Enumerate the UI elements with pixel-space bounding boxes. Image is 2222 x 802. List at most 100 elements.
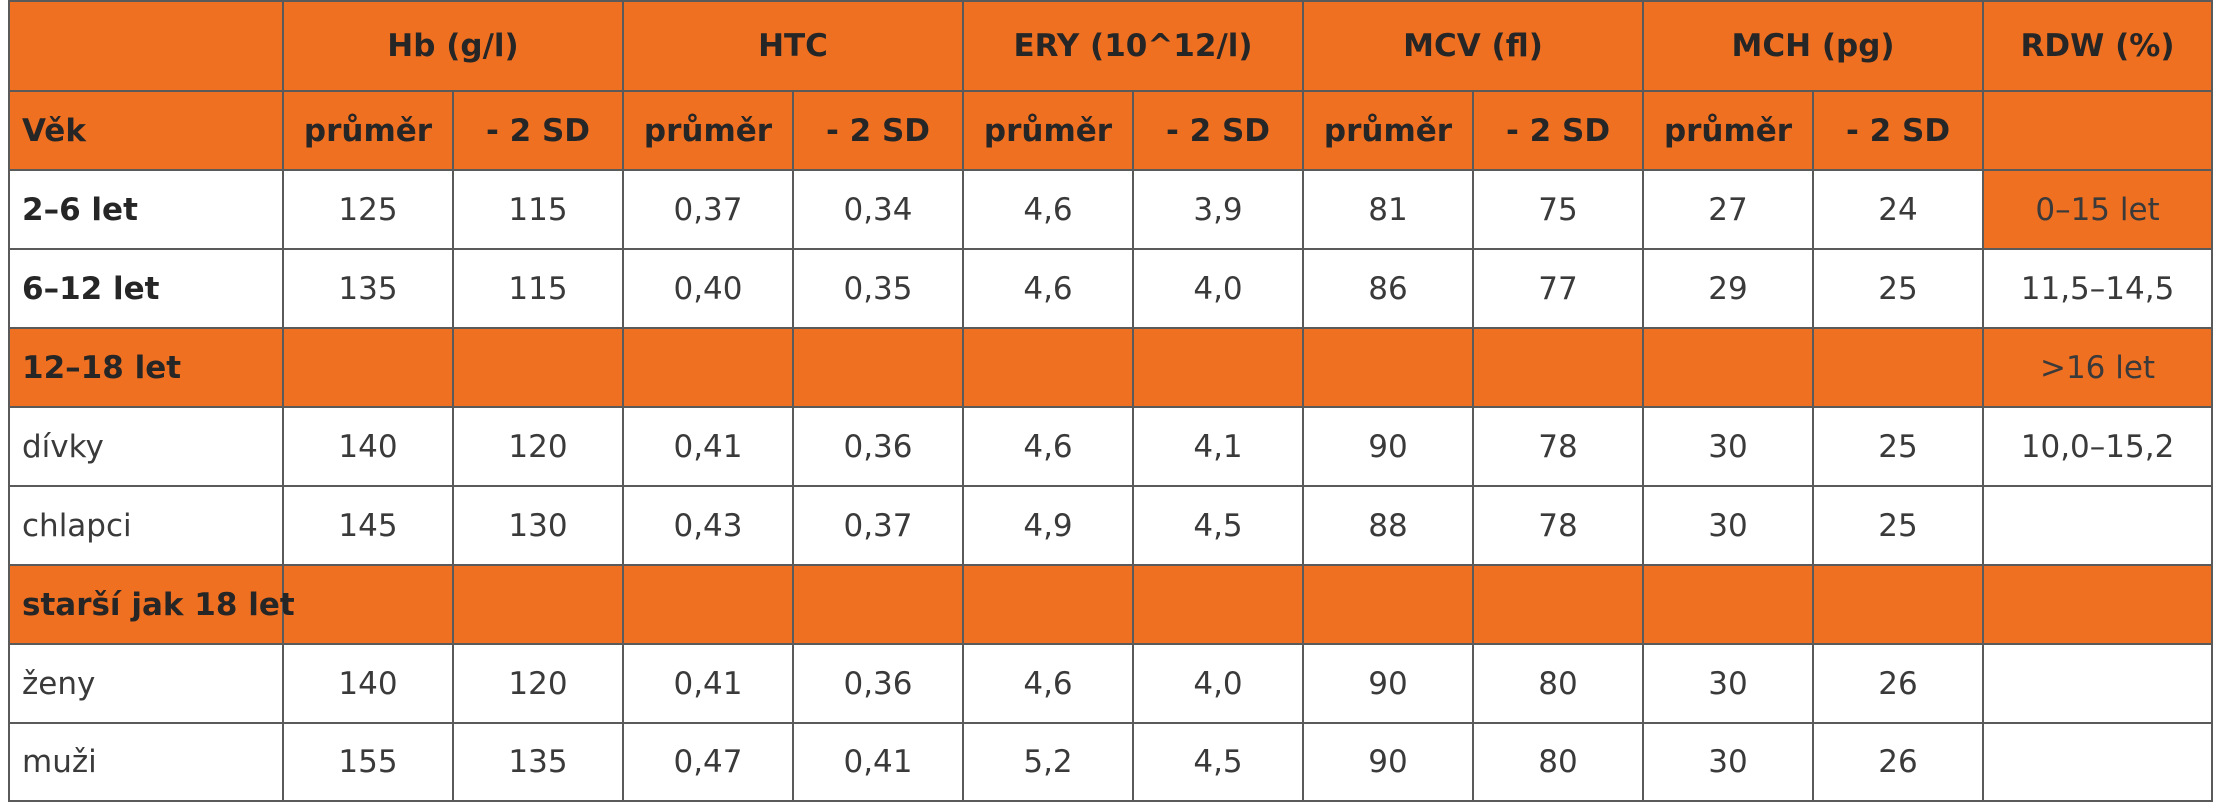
cell-value: 4,0 — [1131, 248, 1305, 329]
cell-value: 120 — [452, 643, 624, 724]
cell-value: 3,9 — [1131, 169, 1305, 250]
cell-value: 4,6 — [962, 248, 1134, 329]
cell-value: 0,37 — [622, 169, 794, 250]
cell-value: 86 — [1302, 248, 1475, 329]
section-empty-cell — [1472, 564, 1645, 645]
row-label: ženy — [8, 643, 284, 724]
cell-value: 30 — [1642, 643, 1815, 724]
reference-table-container: Hb (g/l) HTC ERY (10^12/l) MCV (fl) MCH … — [8, 0, 2214, 802]
section-label: starší jak 18 let — [8, 564, 295, 645]
header-rdw: RDW (%) — [1982, 0, 2214, 92]
rdw-cell: 0–15 let — [1982, 169, 2214, 250]
cell-value: 145 — [282, 485, 454, 566]
cell-value: 4,0 — [1131, 643, 1305, 724]
cell-value: 78 — [1472, 485, 1645, 566]
cell-value: 0,35 — [792, 248, 964, 329]
header-hb: Hb (g/l) — [282, 0, 624, 92]
section-empty-cell — [452, 564, 624, 645]
cell-value: 115 — [452, 169, 624, 250]
header-sub-mean: průměr — [1642, 90, 1815, 171]
header-sub-empty — [1982, 90, 2214, 171]
cell-value: 135 — [282, 248, 454, 329]
section-empty-cell — [792, 327, 964, 408]
cell-value: 77 — [1472, 248, 1645, 329]
blood-reference-table: Hb (g/l) HTC ERY (10^12/l) MCV (fl) MCH … — [8, 0, 2214, 802]
rdw-cell — [1982, 643, 2214, 724]
cell-value: 0,40 — [622, 248, 794, 329]
section-empty-cell — [1131, 564, 1305, 645]
cell-value: 80 — [1472, 722, 1645, 802]
header-row-groups: Hb (g/l) HTC ERY (10^12/l) MCV (fl) MCH … — [8, 0, 2214, 92]
section-empty-cell — [1472, 327, 1645, 408]
cell-value: 155 — [282, 722, 454, 802]
cell-value: 30 — [1642, 722, 1815, 802]
cell-value: 140 — [282, 406, 454, 487]
cell-value: 0,41 — [622, 643, 794, 724]
header-sub-mean: průměr — [282, 90, 454, 171]
cell-value: 81 — [1302, 169, 1475, 250]
table-row: 6–12 let 135 115 0,40 0,35 4,6 4,0 86 77… — [8, 248, 2214, 329]
header-row-sub: Věk průměr - 2 SD průměr - 2 SD průměr -… — [8, 90, 2214, 171]
cell-value: 4,6 — [962, 643, 1134, 724]
cell-value: 4,5 — [1131, 485, 1305, 566]
cell-value: 25 — [1812, 485, 1985, 566]
rdw-cell: >16 let — [1982, 327, 2214, 408]
section-empty-cell — [1302, 564, 1475, 645]
cell-value: 4,6 — [962, 406, 1134, 487]
section-empty-cell — [452, 327, 624, 408]
rdw-cell: 11,5–14,5 — [1982, 248, 2214, 329]
cell-value: 27 — [1642, 169, 1815, 250]
row-label: chlapci — [8, 485, 284, 566]
cell-value: 4,5 — [1131, 722, 1305, 802]
rdw-cell — [1982, 564, 2214, 645]
section-empty-cell — [1812, 327, 1985, 408]
cell-value: 4,6 — [962, 169, 1134, 250]
row-label: 2–6 let — [8, 169, 284, 250]
cell-value: 0,41 — [622, 406, 794, 487]
cell-value: 0,37 — [792, 485, 964, 566]
cell-value: 25 — [1812, 248, 1985, 329]
cell-value: 30 — [1642, 406, 1815, 487]
row-label: dívky — [8, 406, 284, 487]
cell-value: 26 — [1812, 722, 1985, 802]
cell-value: 120 — [452, 406, 624, 487]
cell-value: 0,36 — [792, 406, 964, 487]
header-htc: HTC — [622, 0, 964, 92]
header-age: Věk — [8, 90, 284, 171]
cell-value: 0,47 — [622, 722, 794, 802]
header-ery: ERY (10^12/l) — [961, 0, 1305, 92]
cell-value: 135 — [452, 722, 624, 802]
header-mcv: MCV (fl) — [1302, 0, 1645, 92]
header-sub-mean: průměr — [622, 90, 794, 171]
row-label: 6–12 let — [8, 248, 284, 329]
cell-value: 90 — [1302, 643, 1475, 724]
cell-value: 0,41 — [792, 722, 964, 802]
cell-value: 0,43 — [622, 485, 794, 566]
cell-value: 88 — [1302, 485, 1475, 566]
section-empty-cell — [1302, 327, 1475, 408]
section-row: starší jak 18 let — [8, 564, 2214, 645]
table-row: chlapci 145 130 0,43 0,37 4,9 4,5 88 78 … — [8, 485, 2214, 566]
section-label: 12–18 let — [8, 327, 284, 408]
cell-value: 75 — [1472, 169, 1645, 250]
section-empty-cell — [1812, 564, 1985, 645]
cell-value: 90 — [1302, 406, 1475, 487]
section-empty-cell — [962, 564, 1134, 645]
header-sub-sd: - 2 SD — [1472, 90, 1645, 171]
cell-value: 78 — [1472, 406, 1645, 487]
header-sub-sd: - 2 SD — [1812, 90, 1985, 171]
cell-value: 140 — [282, 643, 454, 724]
header-sub-mean: průměr — [962, 90, 1134, 171]
section-empty-cell — [1642, 327, 1815, 408]
section-empty-cell — [792, 564, 964, 645]
rdw-cell: 10,0–15,2 — [1982, 406, 2214, 487]
cell-value: 130 — [452, 485, 624, 566]
cell-value: 4,1 — [1131, 406, 1305, 487]
cell-value: 29 — [1642, 248, 1815, 329]
header-corner-cell — [8, 0, 284, 92]
section-row: 12–18 let >16 let — [8, 327, 2214, 408]
cell-value: 90 — [1302, 722, 1475, 802]
table-row: muži 155 135 0,47 0,41 5,2 4,5 90 80 30 … — [8, 722, 2214, 802]
row-label: muži — [8, 722, 284, 802]
cell-value: 30 — [1642, 485, 1815, 566]
